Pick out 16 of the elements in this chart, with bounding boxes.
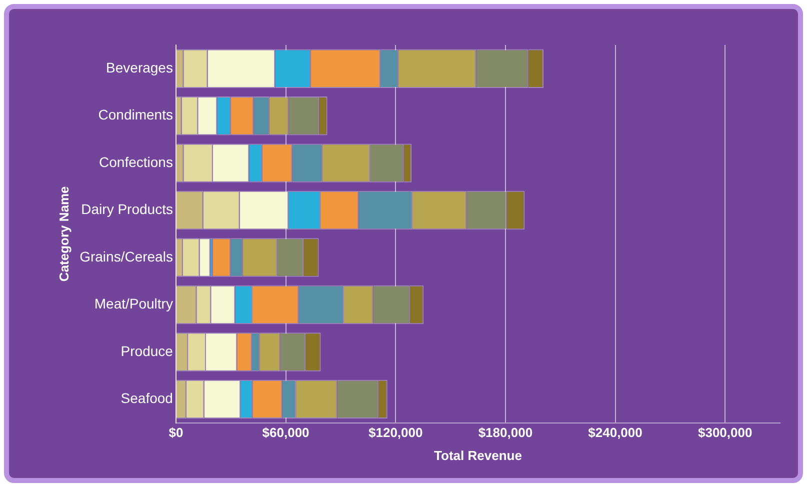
y-tick-label: Produce (120, 342, 174, 359)
y-axis-title: Category Name (56, 186, 72, 282)
x-tick-label: $300,000 (698, 425, 752, 440)
y-tick-label: Meat/Poultry (94, 296, 173, 312)
x-tick-label: $240,000 (588, 425, 642, 440)
x-tick-label: $180,000 (478, 425, 533, 440)
x-tick-label: $120,000 (368, 425, 423, 440)
x-tick-label: $0 (168, 425, 184, 440)
y-tick-label: Beverages (106, 59, 173, 76)
y-tick-label: Dairy Products (81, 201, 173, 218)
x-tick-label: $60,000 (262, 425, 310, 440)
x-axis-title: Total Revenue (434, 448, 522, 463)
y-tick-label: Confections (99, 154, 173, 170)
y-tick-label: Grains/Cereals (80, 248, 173, 264)
y-tick-label: Seafood (120, 390, 173, 406)
y-tick-label: Condiments (98, 106, 173, 123)
